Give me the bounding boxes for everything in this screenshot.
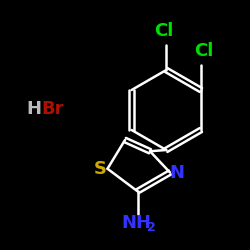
Text: 2: 2 <box>147 221 156 234</box>
Text: Cl: Cl <box>154 22 174 40</box>
Text: Cl: Cl <box>194 42 213 60</box>
Text: S: S <box>94 160 107 178</box>
Text: H: H <box>26 100 41 118</box>
Text: N: N <box>170 164 184 182</box>
Text: Br: Br <box>41 100 64 118</box>
Text: NH: NH <box>121 214 151 232</box>
